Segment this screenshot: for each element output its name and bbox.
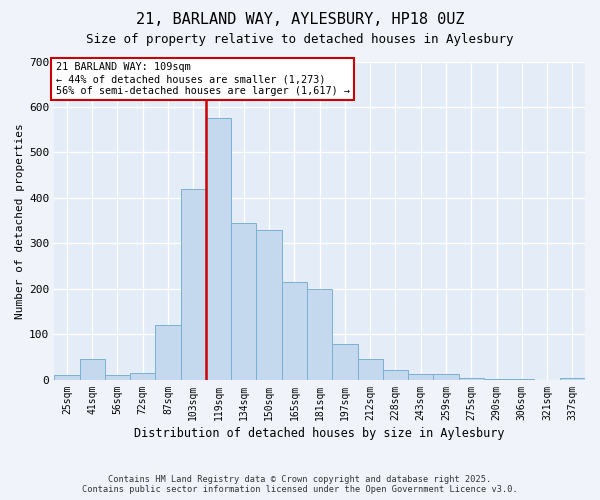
X-axis label: Distribution of detached houses by size in Aylesbury: Distribution of detached houses by size … — [134, 427, 505, 440]
Bar — [256, 230, 282, 380]
Bar — [130, 373, 155, 380]
Bar — [80, 360, 105, 380]
Bar — [155, 326, 181, 380]
Bar — [560, 378, 585, 380]
Bar — [484, 378, 509, 380]
Bar — [54, 376, 80, 380]
Bar — [231, 223, 256, 380]
Bar — [458, 378, 484, 380]
Text: Contains HM Land Registry data © Crown copyright and database right 2025.
Contai: Contains HM Land Registry data © Crown c… — [82, 474, 518, 494]
Bar — [408, 374, 433, 380]
Bar — [105, 376, 130, 380]
Bar — [332, 344, 358, 380]
Bar — [206, 118, 231, 380]
Text: 21 BARLAND WAY: 109sqm
← 44% of detached houses are smaller (1,273)
56% of semi-: 21 BARLAND WAY: 109sqm ← 44% of detached… — [56, 62, 350, 96]
Bar — [282, 282, 307, 380]
Y-axis label: Number of detached properties: Number of detached properties — [15, 123, 25, 318]
Bar — [433, 374, 458, 380]
Bar — [358, 360, 383, 380]
Text: Size of property relative to detached houses in Aylesbury: Size of property relative to detached ho… — [86, 32, 514, 46]
Text: 21, BARLAND WAY, AYLESBURY, HP18 0UZ: 21, BARLAND WAY, AYLESBURY, HP18 0UZ — [136, 12, 464, 28]
Bar — [307, 289, 332, 380]
Bar — [383, 370, 408, 380]
Bar — [181, 189, 206, 380]
